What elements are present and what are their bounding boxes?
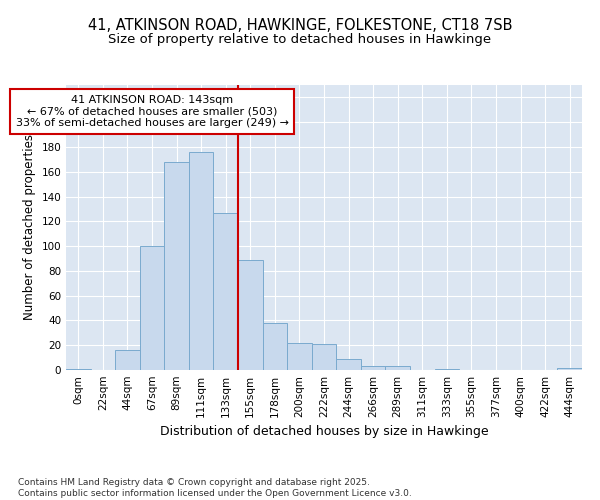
Text: 41 ATKINSON ROAD: 143sqm
← 67% of detached houses are smaller (503)
33% of semi-: 41 ATKINSON ROAD: 143sqm ← 67% of detach…: [16, 95, 289, 128]
Bar: [385, 366, 410, 370]
X-axis label: Distribution of detached houses by size in Hawkinge: Distribution of detached houses by size …: [160, 426, 488, 438]
Bar: [557, 368, 582, 370]
Bar: [164, 162, 189, 370]
Bar: [287, 342, 312, 370]
Text: 41, ATKINSON ROAD, HAWKINGE, FOLKESTONE, CT18 7SB: 41, ATKINSON ROAD, HAWKINGE, FOLKESTONE,…: [88, 18, 512, 32]
Y-axis label: Number of detached properties: Number of detached properties: [23, 134, 36, 320]
Bar: [312, 344, 336, 370]
Text: Size of property relative to detached houses in Hawkinge: Size of property relative to detached ho…: [109, 32, 491, 46]
Bar: [238, 260, 263, 370]
Text: Contains HM Land Registry data © Crown copyright and database right 2025.
Contai: Contains HM Land Registry data © Crown c…: [18, 478, 412, 498]
Bar: [115, 350, 140, 370]
Bar: [214, 212, 238, 370]
Bar: [336, 359, 361, 370]
Bar: [189, 152, 214, 370]
Bar: [263, 323, 287, 370]
Bar: [66, 369, 91, 370]
Bar: [434, 369, 459, 370]
Bar: [361, 366, 385, 370]
Bar: [140, 246, 164, 370]
